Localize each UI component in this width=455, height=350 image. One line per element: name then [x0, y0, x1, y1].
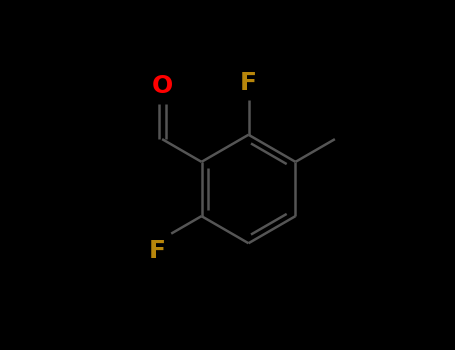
Text: F: F — [240, 70, 257, 95]
Text: F: F — [149, 239, 166, 263]
Text: O: O — [152, 74, 173, 98]
